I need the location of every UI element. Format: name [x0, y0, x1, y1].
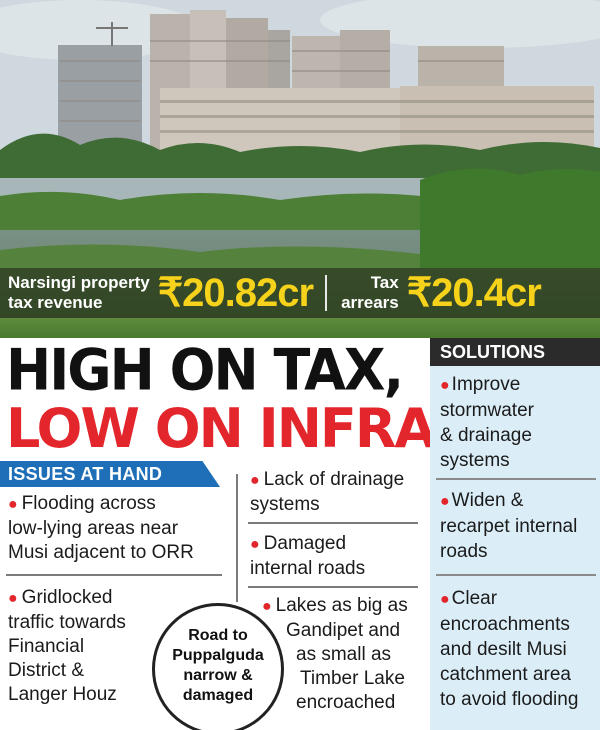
issue-line: as small as: [296, 644, 392, 665]
grass-strip: [0, 318, 600, 338]
issue-line: ● Gridlocked: [8, 586, 158, 611]
solution-line: & drainage: [440, 425, 532, 446]
solution-line: and desilt Musi: [440, 639, 567, 660]
arrears-label-line: Tax: [370, 273, 399, 292]
headline-line-1: HIGH ON TAX,: [6, 336, 404, 404]
solution-line: catchment area: [440, 664, 571, 685]
issue-line: low-lying areas near: [8, 518, 179, 539]
solution-line: ● Widen &: [440, 488, 598, 514]
arrears-label-line: arrears: [341, 293, 399, 312]
callout-line: Puppalguda: [172, 647, 264, 664]
issue-line: ● Lack of drainage: [250, 468, 426, 493]
solution-line: recarpet internal: [440, 516, 578, 537]
solution-line: systems: [440, 450, 510, 471]
stats-divider: [325, 275, 328, 311]
solutions-panel: SOLUTIONS ● Improve stormwater & drainage…: [430, 338, 600, 730]
revenue-label-line: Narsingi property: [8, 273, 150, 292]
callout-line: narrow &: [183, 667, 253, 684]
solutions-header: SOLUTIONS: [430, 338, 600, 366]
callout-line: Road to: [188, 627, 248, 644]
bullet-icon: ●: [250, 536, 260, 553]
divider: [248, 522, 418, 524]
tax-stats-bar: Narsingi property tax revenue ₹20.82cr T…: [0, 268, 600, 318]
issue-text: Flooding across: [21, 493, 156, 514]
headline-line-2: LOW ON INFRA: [6, 397, 436, 460]
issue-line: District &: [8, 660, 84, 681]
bullet-icon: ●: [440, 377, 450, 394]
bullet-icon: ●: [262, 598, 272, 615]
solution-item: ● Widen & recarpet internal roads: [440, 488, 598, 564]
issue-line: systems: [250, 494, 320, 515]
divider: [436, 478, 596, 480]
issue-line: encroached: [296, 692, 396, 713]
issue-item: ● Gridlocked traffic towards Financial Di…: [8, 586, 158, 707]
issues-header: ISSUES AT HAND: [0, 461, 220, 487]
bullet-icon: ●: [250, 472, 260, 489]
revenue-value: ₹20.82cr: [157, 271, 314, 315]
issue-item: ● Damaged internal roads: [250, 532, 426, 581]
divider: [6, 574, 222, 576]
solution-item: ● Improve stormwater & drainage systems: [440, 372, 598, 473]
vertical-divider: [236, 474, 238, 602]
issue-item: ● Lakes as big as Gandipet and as small a…: [262, 594, 426, 715]
issue-line: ● Damaged: [250, 532, 426, 557]
solution-line: encroachments: [440, 614, 570, 635]
solution-line: ● Improve: [440, 372, 598, 398]
revenue-label-line: tax revenue: [8, 293, 103, 312]
bullet-icon: ●: [8, 496, 18, 513]
road-callout-circle: Road to Puppalguda narrow & damaged: [152, 603, 284, 730]
solution-text: Widen &: [451, 490, 524, 511]
issue-line: Musi adjacent to ORR: [8, 542, 194, 563]
arrears-label: Tax arrears: [341, 273, 399, 313]
divider: [436, 574, 596, 576]
issue-text: Lakes as big as: [275, 595, 408, 616]
headline: HIGH ON TAX, LOW ON INFRA: [6, 336, 436, 460]
callout-line: damaged: [182, 687, 254, 704]
bullet-icon: ●: [440, 493, 450, 510]
solution-item: ● Clear encroachments and desilt Musi cat…: [440, 586, 598, 712]
issue-text: Gridlocked: [21, 587, 113, 608]
divider: [248, 586, 418, 588]
revenue-label: Narsingi property tax revenue: [8, 273, 150, 313]
issue-item: ● Flooding across low-lying areas near Mu…: [8, 492, 230, 565]
issue-line: Langer Houz: [8, 684, 117, 705]
issue-item: ● Lack of drainage systems: [250, 468, 426, 517]
bullet-icon: ●: [440, 591, 450, 608]
issue-line: Financial: [8, 636, 85, 657]
solution-line: to avoid flooding: [440, 689, 579, 710]
issue-text: Lack of drainage: [263, 469, 405, 490]
solution-text: Clear: [451, 588, 498, 609]
issue-line: ● Flooding across: [8, 492, 230, 517]
skyline-lake-illustration: [0, 0, 600, 268]
issue-line: traffic towards: [8, 612, 126, 633]
issue-text: Damaged: [263, 533, 347, 554]
issue-line: Timber Lake: [300, 668, 405, 689]
road-callout-text: Road to Puppalguda narrow & damaged: [162, 626, 274, 706]
solution-line: stormwater: [440, 400, 534, 421]
issue-line: internal roads: [250, 558, 366, 579]
solution-line: ● Clear: [440, 586, 598, 612]
solution-line: roads: [440, 541, 488, 562]
bullet-icon: ●: [8, 590, 18, 607]
solution-text: Improve: [451, 374, 521, 395]
news-photo: Narsingi property tax revenue ₹20.82cr T…: [0, 0, 600, 338]
arrears-value: ₹20.4cr: [406, 271, 542, 315]
issue-line: ● Lakes as big as: [262, 594, 426, 619]
issue-line: Gandipet and: [286, 620, 401, 641]
